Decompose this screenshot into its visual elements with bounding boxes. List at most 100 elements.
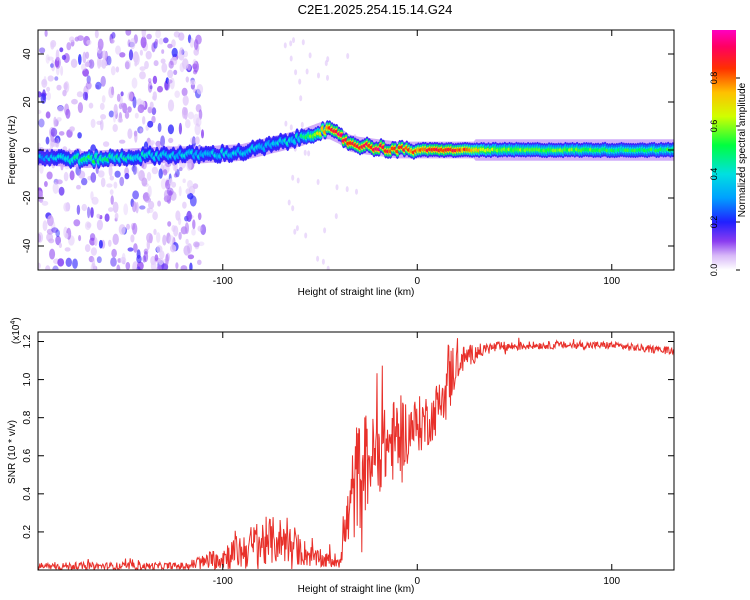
spectrogram-noise-blob [185,119,191,129]
spectrogram-noise-blob [52,182,59,194]
spectrogram-noise-blob [57,105,64,113]
spectrogram-noise-blob [120,91,124,97]
spectrogram-noise-blob [168,60,174,69]
spectrogram-noise-blob [196,84,204,95]
spectrogram-noise-blob [162,169,168,176]
spectrogram-noise-blob [291,205,295,212]
spectrogram-noise-blob [54,76,59,81]
spectrogram-noise-blob [78,235,82,242]
spectrogram-y-tick-label: 40 [22,48,33,60]
spectrogram-noise-blob [193,241,200,248]
spectrogram-noise-blob [94,237,98,247]
spectrogram-noise-blob [96,57,102,69]
spectrogram-noise-blob [182,201,187,209]
spectrogram-noise-blob [152,211,158,221]
spectrogram-noise-blob [189,79,196,86]
spectrogram-noise-blob [58,186,65,196]
spectrogram-noise-blob [108,207,114,212]
spectrogram-noise-blob [139,66,146,71]
spectrogram-noise-blob [55,179,63,185]
spectrogram-noise-blob [185,238,189,245]
spectrogram-noise-blob [151,166,159,175]
spectrogram-noise-blob [77,35,84,41]
spectrogram-noise-blob [63,82,68,91]
spectrogram-noise-blob [189,37,194,48]
spectrogram-noise-blob [81,177,88,186]
spectrogram-noise-blob [84,61,90,67]
spectrogram-noise-blob [298,78,302,85]
spectrogram-noise-blob [90,191,94,201]
spectrogram-noise-blob [50,127,58,137]
spectrogram-noise-blob [179,47,184,56]
spectrogram-noise-blob [157,122,162,133]
spectrogram-noise-blob [300,121,304,128]
spectrogram-noise-blob [127,128,133,139]
spectrogram-noise-blob [123,203,129,216]
spectrogram-noise-blob [126,223,130,230]
spectrogram-noise-blob [194,123,201,136]
spectrogram-noise-blob [139,205,146,210]
spectrogram-noise-blob [115,66,120,73]
spectrogram-noise-blob [303,149,307,156]
spectrogram-noise-blob [101,95,106,103]
spectrogram-noise-blob [287,199,291,206]
spectrogram-noise-blob [124,111,130,119]
spectrogram-noise-blob [46,171,53,180]
spectrogram-noise-blob [136,254,142,264]
spectrogram-noise-blob [156,232,161,243]
spectrogram-noise-blob [162,234,167,246]
spectrogram-noise-blob [197,212,202,221]
spectrogram-noise-blob [145,50,152,60]
spectrogram-noise-blob [147,120,154,128]
spectrogram-noise-blob [69,36,75,43]
spectrogram-noise-blob [185,188,191,195]
spectrogram-noise-blob [156,245,163,253]
spectrogram-noise-blob [192,183,199,190]
spectrogram-noise-blob [85,81,92,90]
spectrogram-noise-blob [77,102,83,114]
spectrogram-noise-blob [96,256,102,264]
snr-y-tick-label: 0.8 [22,410,33,424]
spectrogram-noise-blob [41,78,48,88]
spectrogram-noise-blob [169,77,175,90]
spectrogram-noise-blob [76,91,83,98]
spectrogram-noise-blob [66,42,72,51]
spectrogram-noise-blob [292,37,295,44]
spectrogram-noise-blob [98,239,103,249]
spectrogram-noise-blob [158,168,163,179]
spectrogram-noise-blob [173,173,178,178]
spectrogram-noise-blob [58,131,65,136]
spectrogram-noise-blob [139,128,143,133]
spectrogram-noise-blob [90,207,94,218]
spectrogram-noise-blob [161,49,165,54]
spectrogram-noise-blob [191,228,196,236]
spectrogram-x-tick-label: -100 [213,276,233,287]
spectrogram-noise-blob [63,202,69,212]
spectrogram-noise-blob [38,118,45,128]
spectrogram-noise-blob [323,227,327,234]
spectrogram-noise-blob [110,66,116,76]
spectrogram-noise-blob [316,255,320,262]
spectrogram-noise-blob [167,99,175,112]
spectrogram-noise-blob [89,233,96,241]
spectrogram-noise-blob [150,255,157,266]
spectrogram-noise-blob [146,207,151,214]
spectrogram-noise-blob [56,84,62,91]
spectrogram-noise-blob [178,217,182,226]
spectrogram-noise-blob [321,258,325,265]
spectrogram-noise-blob [185,76,189,83]
spectrogram-noise-blob [100,75,106,87]
spectrogram-noise-blob [170,244,177,253]
spectrogram-noise-blob [78,170,86,179]
snr-y-ticks: 0.2 0.4 0.6 0.8 1.0 1.2 [22,334,674,539]
spectrogram-noise-blob [149,85,153,90]
spectrogram-noise-blob [308,52,312,59]
spectrogram-noise-blob [97,170,105,178]
snr-y-tick-label: 1.0 [22,372,33,386]
colorbar: 0.0 0.2 0.4 0.6 0.8 Normalized spectral ampl… [709,30,748,276]
spectrogram-noise-blob [284,120,288,127]
spectrogram-noise-blob [153,60,159,67]
spectrogram-noise-blob [108,239,112,247]
spectrogram-noise-blob [132,190,140,200]
spectrogram-noise-blob [166,187,174,196]
